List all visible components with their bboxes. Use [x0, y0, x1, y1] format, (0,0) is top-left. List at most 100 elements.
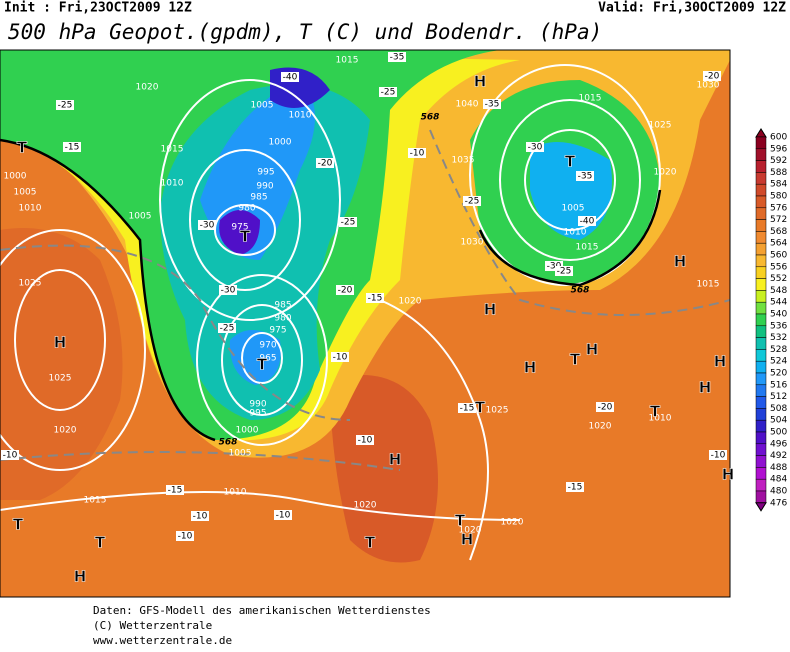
isobar-label: 975: [269, 326, 286, 336]
isobar-label: 1005: [229, 449, 252, 459]
scale-label: 548: [770, 286, 787, 296]
isobar-label: 1040: [456, 100, 479, 110]
isobar-label: 1025: [649, 121, 672, 131]
pressure-center: H: [54, 334, 67, 352]
isobar-label: 990: [256, 182, 273, 192]
temperature-label: -10: [711, 451, 726, 461]
scale-swatch: [755, 325, 767, 338]
temp-label-box: [576, 171, 594, 181]
scale-label: 500: [770, 428, 787, 438]
isobar-label: 1005: [14, 188, 37, 198]
scale-label: 556: [770, 262, 787, 272]
scale-swatch: [755, 172, 767, 185]
pressure-center: H: [586, 341, 599, 359]
temperature-label: -35: [485, 100, 500, 110]
pressure-center: T: [650, 403, 661, 421]
isobar-label: 1005: [129, 212, 152, 222]
pressure-center: T: [17, 139, 28, 157]
scale-swatch: [755, 183, 767, 197]
pressure-center: H: [74, 568, 87, 586]
pressure-center: T: [365, 534, 376, 552]
temperature-label: -15: [65, 143, 80, 153]
temperature-label: -30: [528, 143, 543, 153]
temperature-label: -10: [3, 451, 18, 461]
isobar-label: 1020: [501, 518, 524, 528]
scale-label: 540: [770, 310, 787, 320]
scale-label: 580: [770, 192, 787, 202]
isobar-label: 1000: [236, 426, 259, 436]
temp-label-box: [176, 531, 194, 541]
temperature-label: -35: [578, 172, 593, 182]
scale-label: 496: [770, 439, 787, 449]
temp-label-box: [166, 485, 184, 495]
scale-tip: [755, 128, 767, 138]
isobar-label: 1010: [289, 111, 312, 121]
isobar-label: 1020: [589, 422, 612, 432]
scale-swatch: [755, 490, 767, 504]
isobar-label: 1035: [452, 156, 475, 166]
isobar-label: 985: [250, 193, 267, 203]
scale-label: 568: [770, 227, 787, 237]
temperature-label: -30: [200, 221, 215, 231]
temperature-label: -30: [221, 286, 236, 296]
temp-label-box: [463, 196, 481, 206]
pressure-center: T: [240, 228, 251, 246]
isobar-label: 1005: [562, 204, 585, 214]
scale-label: 572: [770, 215, 787, 225]
temp-label-box: [709, 450, 727, 460]
scale-swatch: [755, 242, 767, 256]
temp-label-box: [388, 52, 406, 62]
isobar-label: 1030: [461, 238, 484, 248]
temperature-label: -10: [333, 353, 348, 363]
isobar-label: 1015: [697, 280, 720, 290]
pressure-center: T: [475, 399, 486, 417]
scale-label: 560: [770, 251, 787, 261]
scale-swatch: [755, 301, 767, 315]
scale-swatch: [755, 290, 767, 303]
scale-label: 480: [770, 487, 787, 497]
scale-label: 508: [770, 404, 787, 414]
isobar-label: 1020: [54, 426, 77, 436]
isobar-label: 1010: [649, 414, 672, 424]
scale-swatch: [755, 431, 767, 445]
footer-copyright: (C) Wetterzentrale: [93, 619, 212, 632]
temperature-label: -20: [705, 72, 720, 82]
scale-label: 488: [770, 463, 787, 473]
temp-label-box: [219, 285, 237, 295]
footer-source: Daten: GFS-Modell des amerikanischen Wet…: [93, 604, 431, 617]
temp-label-box: [336, 285, 354, 295]
temp-label-box: [63, 142, 81, 152]
temperature-label: -25: [465, 197, 480, 207]
temp-label-box: [281, 72, 299, 82]
scale-swatch: [755, 478, 767, 492]
title: 500 hPa Geopot.(gpdm), T (C) und Bodendr…: [8, 20, 602, 44]
geopotential-label: 568: [219, 438, 238, 448]
temperature-label: -10: [178, 532, 193, 542]
geopotential-label: 568: [571, 286, 590, 296]
isobar-label: 1020: [136, 83, 159, 93]
pressure-center: T: [565, 153, 576, 171]
temperature-label: -25: [58, 101, 73, 111]
scale-label: 476: [770, 498, 787, 508]
scale-swatch: [755, 455, 767, 468]
temperature-label: -15: [168, 486, 183, 496]
scale-label: 520: [770, 369, 787, 379]
pressure-center: H: [389, 451, 402, 469]
isobar-label: 1015: [579, 94, 602, 104]
scale-swatch: [755, 195, 767, 209]
temperature-label: -25: [557, 267, 572, 277]
temp-label-box: [1, 450, 19, 460]
scale-swatch: [755, 207, 767, 220]
temp-label-box: [316, 158, 334, 168]
temp-label-box: [545, 261, 563, 271]
scale-swatch: [755, 349, 767, 362]
isobar-label: 995: [249, 409, 266, 419]
temperature-label: -25: [341, 218, 356, 228]
temp-label-box: [566, 482, 584, 492]
scale-swatch: [755, 148, 767, 161]
temperature-label: -20: [318, 159, 333, 169]
pressure-center: H: [524, 359, 537, 377]
scale-swatch: [755, 419, 767, 433]
